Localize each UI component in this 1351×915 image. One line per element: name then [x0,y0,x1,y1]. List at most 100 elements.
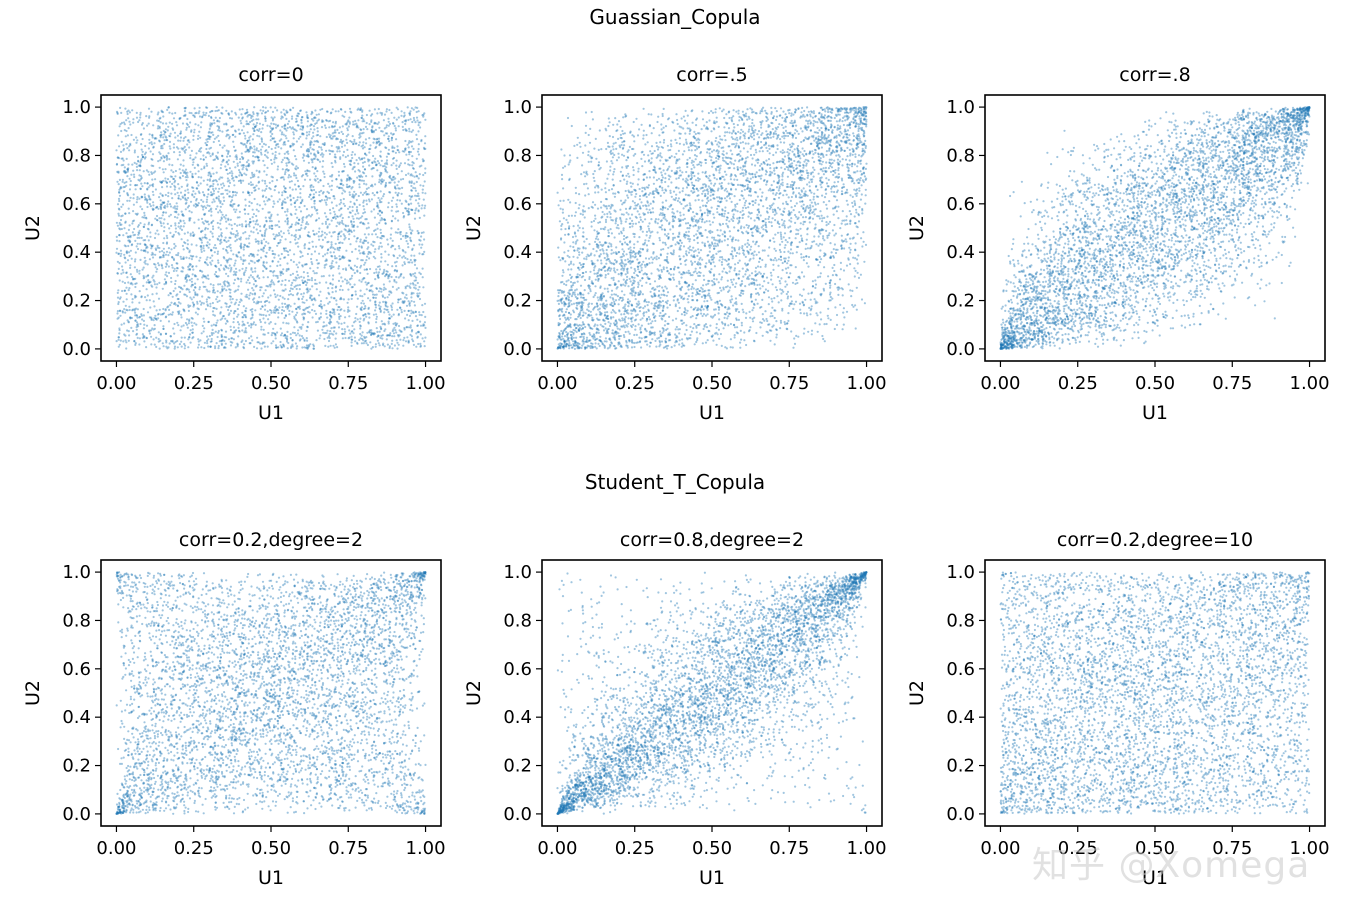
scatter-point [326,199,328,201]
scatter-point [418,198,420,200]
scatter-point [318,146,320,148]
scatter-point [393,335,395,337]
scatter-point [365,259,367,261]
scatter-point [213,324,215,326]
scatter-point [231,175,233,177]
scatter-point [323,275,325,277]
scatter-point [321,231,323,233]
scatter-point [139,222,141,224]
scatter-point [330,327,332,329]
scatter-point [342,125,344,127]
scatter-point [327,225,329,227]
scatter-point [381,320,383,322]
scatter-point [160,145,162,147]
scatter-point [358,279,360,281]
scatter-point [309,179,311,181]
scatter-point [397,219,399,221]
scatter-point [144,145,146,147]
scatter-point [244,113,246,115]
scatter-point [366,256,368,258]
scatter-point [191,281,193,283]
scatter-point [347,302,349,304]
scatter-point [372,192,374,194]
scatter-point [282,168,284,170]
scatter-point [284,284,286,286]
scatter-point [288,294,290,296]
scatter-point [174,132,176,134]
scatter-point [150,158,152,160]
scatter-point [285,137,287,139]
scatter-point [310,158,312,160]
scatter-point [144,214,146,216]
scatter-point [276,294,278,296]
scatter-point [124,282,126,284]
scatter-point [328,192,330,194]
scatter-point [245,220,247,222]
scatter-point [183,285,185,287]
scatter-point [362,194,364,196]
scatter-point [201,295,203,297]
scatter-point [180,329,182,331]
scatter-point [332,345,334,347]
scatter-point [118,200,120,202]
scatter-point [392,197,394,199]
scatter-point [233,318,235,320]
scatter-point [241,312,243,314]
scatter-point [121,265,123,267]
scatter-point [190,112,192,114]
scatter-point [393,147,395,149]
scatter-point [380,190,382,192]
scatter-point [157,125,159,127]
scatter-point [252,155,254,157]
scatter-point [253,213,255,215]
scatter-point [158,313,160,315]
scatter-point [163,248,165,250]
scatter-point [316,259,318,261]
scatter-point [137,243,139,245]
scatter-point [342,289,344,291]
scatter-point [319,337,321,339]
scatter-point [127,259,129,261]
scatter-point [330,246,332,248]
scatter-point [118,240,120,242]
scatter-point [380,242,382,244]
scatter-point [414,209,416,211]
scatter-point [352,215,354,217]
scatter-point [311,161,313,163]
scatter-point [173,333,175,335]
scatter-point [362,331,364,333]
scatter-point [254,198,256,200]
scatter-point [156,293,158,295]
scatter-point [191,173,193,175]
scatter-point [284,250,286,252]
scatter-point [386,159,388,161]
scatter-point [311,253,313,255]
scatter-point [387,264,389,266]
scatter-point [177,158,179,160]
scatter-point [303,277,305,279]
scatter-point [410,118,412,120]
scatter-point [353,191,355,193]
scatter-point [325,202,327,204]
scatter-point [417,202,419,204]
scatter-point [233,264,235,266]
scatter-point [184,110,186,112]
scatter-point [260,328,262,330]
scatter-point [267,332,269,334]
scatter-point [415,199,417,201]
scatter-point [167,195,169,197]
scatter-point [403,112,405,114]
scatter-point [129,111,131,113]
scatter-point [127,117,129,119]
scatter-point [364,233,366,235]
scatter-point [183,137,185,139]
scatter-point [421,244,423,246]
scatter-point [243,248,245,250]
scatter-point [262,270,264,272]
scatter-point [181,186,183,188]
scatter-point [250,326,252,328]
scatter-point [149,306,151,308]
scatter-point [217,319,219,321]
scatter-point [379,302,381,304]
scatter-point [319,334,321,336]
